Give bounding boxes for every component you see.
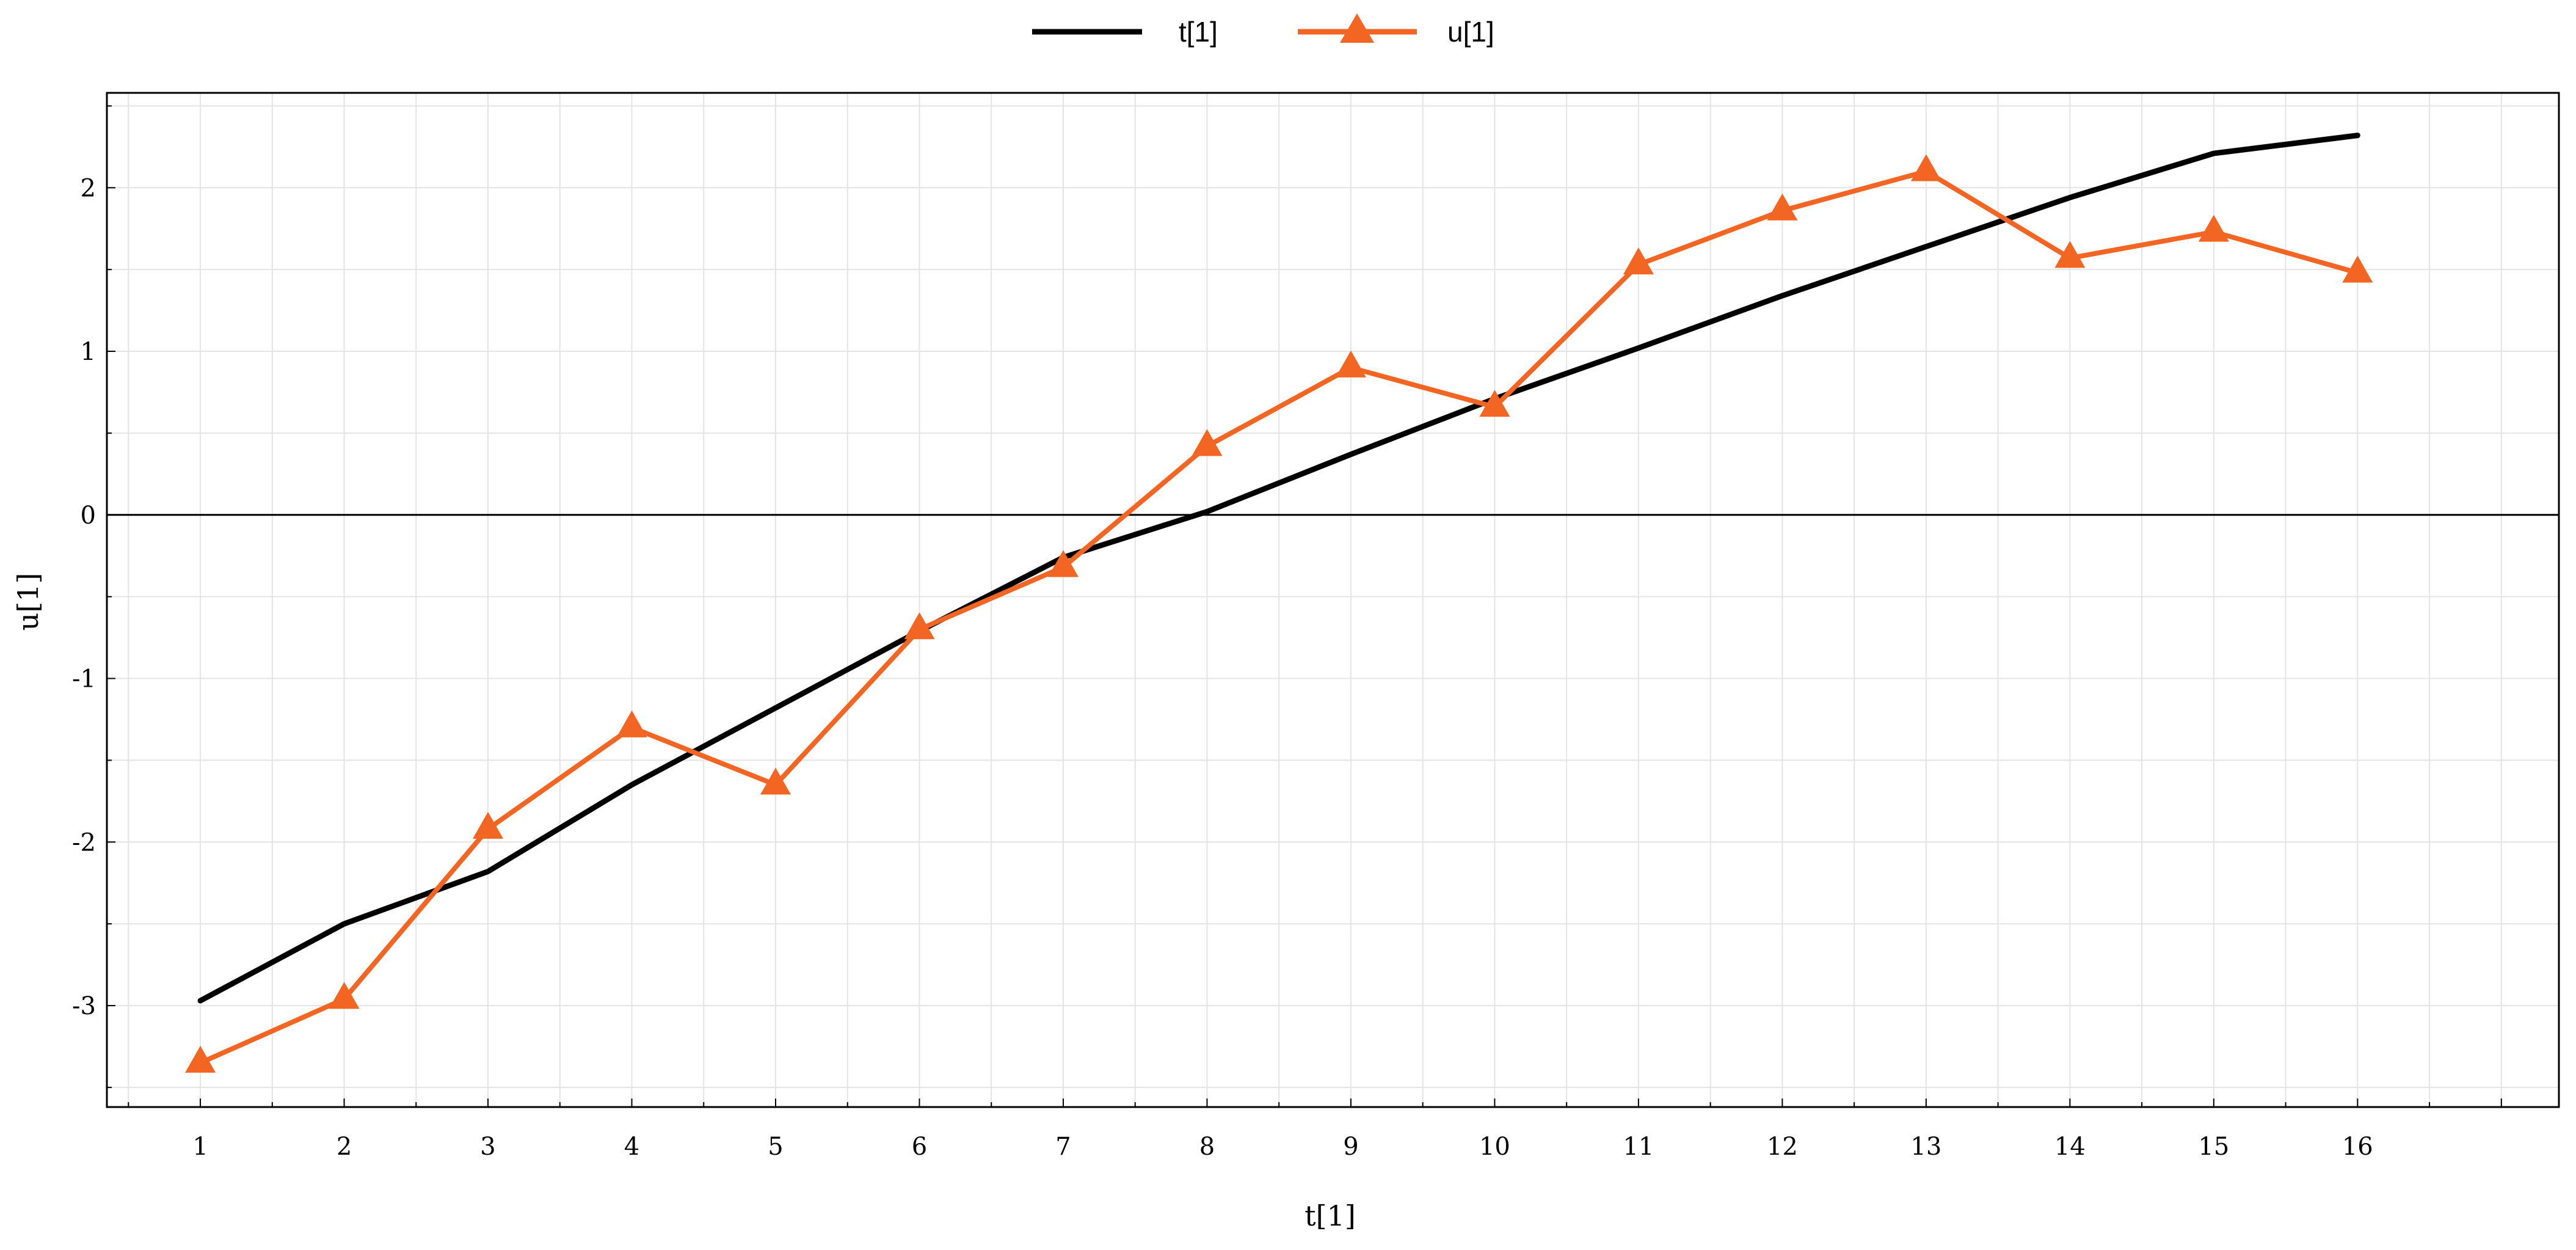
x-tick-label: 10 <box>1479 1133 1510 1161</box>
x-tick-label: 3 <box>480 1133 495 1161</box>
x-tick-label: 2 <box>337 1133 352 1161</box>
legend-item-u1: u[1] <box>1298 13 1494 48</box>
legend-triangle-marker-icon <box>1340 13 1374 43</box>
x-tick-label: 5 <box>768 1133 783 1161</box>
legend: t[1] u[1] <box>1032 13 1494 48</box>
legend-item-t1: t[1] <box>1032 16 1218 48</box>
legend-label-t1: t[1] <box>1179 16 1218 48</box>
legend-label-u1: u[1] <box>1447 16 1494 48</box>
x-axis-title: t[1] <box>1304 1199 1356 1232</box>
y-tick-label: 1 <box>81 338 96 366</box>
x-tick-label: 16 <box>2342 1133 2373 1161</box>
x-tick-label: 4 <box>624 1133 639 1161</box>
x-tick-label: 11 <box>1623 1133 1654 1161</box>
x-tick-label: 7 <box>1055 1133 1071 1161</box>
x-tick-label: 15 <box>2198 1133 2229 1161</box>
x-tick-label: 9 <box>1343 1133 1358 1161</box>
y-tick-label: -2 <box>72 828 96 857</box>
x-tick-label: 13 <box>1910 1133 1941 1161</box>
x-tick-label: 14 <box>2054 1133 2086 1161</box>
y-tick-label: -1 <box>72 665 96 693</box>
x-tick-label: 1 <box>192 1133 208 1161</box>
y-tick-label: 0 <box>81 502 96 530</box>
plot-area <box>107 93 2559 1107</box>
y-tick-label: 2 <box>81 174 96 202</box>
x-tick-label: 8 <box>1199 1133 1215 1161</box>
x-tick-label: 6 <box>912 1133 927 1161</box>
y-axis-title: u[1] <box>12 573 45 631</box>
y-tick-label: -3 <box>72 992 96 1020</box>
x-tick-label: 12 <box>1767 1133 1798 1161</box>
